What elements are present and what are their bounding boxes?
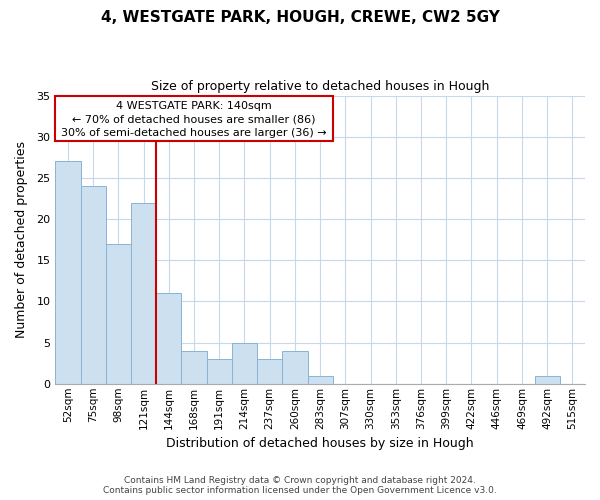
Text: 4, WESTGATE PARK, HOUGH, CREWE, CW2 5GY: 4, WESTGATE PARK, HOUGH, CREWE, CW2 5GY — [101, 10, 499, 25]
Bar — [535, 376, 560, 384]
Bar — [80, 186, 106, 384]
Bar — [131, 202, 156, 384]
Y-axis label: Number of detached properties: Number of detached properties — [15, 141, 28, 338]
Text: Contains HM Land Registry data © Crown copyright and database right 2024.
Contai: Contains HM Land Registry data © Crown c… — [103, 476, 497, 495]
Bar — [308, 376, 333, 384]
Bar — [206, 359, 232, 384]
Bar — [55, 162, 80, 384]
Text: ← 70% of detached houses are smaller (86): ← 70% of detached houses are smaller (86… — [72, 114, 316, 124]
Bar — [181, 351, 206, 384]
Title: Size of property relative to detached houses in Hough: Size of property relative to detached ho… — [151, 80, 490, 93]
X-axis label: Distribution of detached houses by size in Hough: Distribution of detached houses by size … — [166, 437, 474, 450]
Bar — [283, 351, 308, 384]
Text: 30% of semi-detached houses are larger (36) →: 30% of semi-detached houses are larger (… — [61, 128, 327, 138]
Bar — [55, 96, 333, 141]
Bar — [106, 244, 131, 384]
Bar — [257, 359, 283, 384]
Bar — [156, 293, 181, 384]
Bar — [232, 342, 257, 384]
Text: 4 WESTGATE PARK: 140sqm: 4 WESTGATE PARK: 140sqm — [116, 102, 272, 112]
